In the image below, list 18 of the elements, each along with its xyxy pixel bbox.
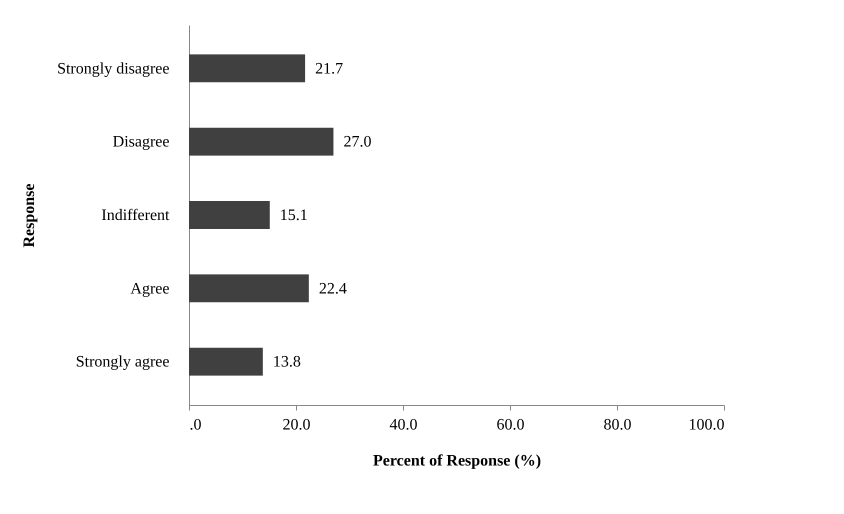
data-label: 21.7 <box>315 60 344 78</box>
data-label: 22.4 <box>318 280 347 298</box>
data-label: 27.0 <box>343 134 372 151</box>
x-tick-label: .0 <box>190 416 202 434</box>
y-axis-title: Response <box>21 183 38 248</box>
y-tick-label: Strongly disagree <box>57 60 170 78</box>
y-tick-label: Disagree <box>112 134 170 151</box>
data-label: 15.1 <box>280 207 308 224</box>
y-tick-label: Agree <box>130 280 170 298</box>
x-tick-label: 60.0 <box>496 416 524 434</box>
y-tick-label: Strongly agree <box>76 354 170 371</box>
x-tick-label: 80.0 <box>604 416 632 434</box>
y-tick-label: Indifferent <box>101 207 170 224</box>
x-tick-label: 100.0 <box>688 416 724 434</box>
x-tick-label: 20.0 <box>282 416 310 434</box>
x-axis-title: Percent of Response (%) <box>372 452 542 470</box>
data-label: 13.8 <box>272 354 301 371</box>
x-tick-label: 40.0 <box>390 416 418 434</box>
